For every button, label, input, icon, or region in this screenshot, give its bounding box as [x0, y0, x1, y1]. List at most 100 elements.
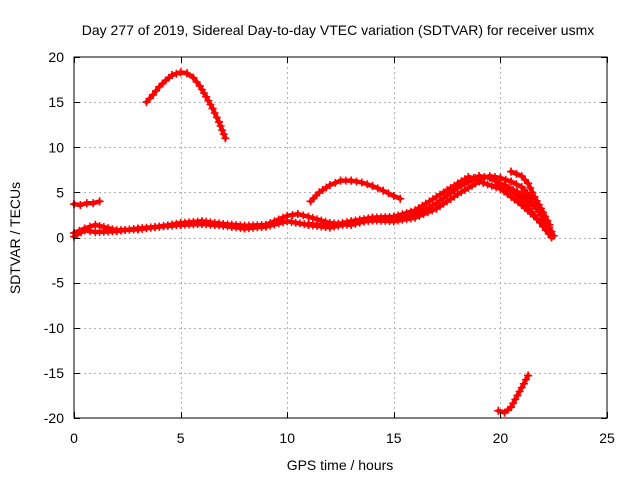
- series-baseline-c: [304, 172, 548, 230]
- data-point: [517, 190, 526, 199]
- series-arc-high: [142, 68, 230, 143]
- data-point: [336, 176, 345, 185]
- data-point-marker: [384, 189, 393, 198]
- data-point: [168, 71, 177, 80]
- data-point-marker: [479, 178, 488, 187]
- data-point: [306, 197, 315, 206]
- data-point-marker: [342, 218, 351, 227]
- data-point-marker: [210, 108, 219, 117]
- data-point: [202, 92, 211, 101]
- data-point-marker: [352, 177, 361, 186]
- data-point: [197, 219, 206, 228]
- data-point: [208, 104, 217, 113]
- data-point-marker: [528, 188, 537, 197]
- data-point-marker: [497, 182, 506, 191]
- data-point: [176, 220, 185, 229]
- data-point: [219, 221, 228, 230]
- data-point: [411, 213, 420, 222]
- y-tick-label: -15: [44, 365, 64, 381]
- data-point: [91, 220, 100, 229]
- data-point: [95, 197, 104, 206]
- data-point-marker: [402, 208, 411, 217]
- data-point-marker: [512, 169, 521, 178]
- data-point-marker: [278, 218, 287, 227]
- data-point: [475, 174, 484, 183]
- data-point-marker: [192, 77, 201, 86]
- data-point: [357, 178, 366, 187]
- grid: [74, 57, 607, 418]
- data-point-marker: [212, 113, 221, 122]
- data-point-marker: [521, 375, 530, 384]
- data-point: [76, 201, 85, 210]
- data-point: [176, 68, 185, 77]
- series-late-a: [507, 167, 554, 229]
- data-point: [182, 69, 191, 78]
- x-tick-label: 25: [599, 430, 615, 446]
- data-point-marker: [299, 211, 308, 220]
- y-tick-label: 15: [48, 94, 64, 110]
- data-point-marker: [415, 211, 424, 220]
- data-point-marker: [501, 175, 510, 184]
- data-point: [214, 117, 223, 126]
- data-point: [547, 233, 556, 242]
- y-tick-label: 5: [56, 184, 64, 200]
- data-point: [494, 406, 503, 415]
- data-point-marker: [363, 180, 372, 189]
- data-point: [89, 199, 98, 208]
- data-point: [325, 181, 334, 190]
- x-tick-label: 5: [177, 430, 185, 446]
- data-point-marker: [172, 69, 181, 78]
- data-point: [80, 226, 89, 235]
- data-point-marker: [331, 178, 340, 187]
- data-point: [389, 212, 398, 221]
- data-point-marker: [330, 220, 339, 229]
- y-tick-label: 20: [48, 49, 64, 65]
- series-arc-low: [494, 371, 533, 417]
- data-layer: [70, 68, 558, 417]
- data-point: [432, 192, 441, 201]
- data-point-marker: [338, 219, 347, 228]
- data-point-marker: [541, 212, 550, 221]
- data-point: [521, 201, 530, 210]
- data-point: [492, 181, 501, 190]
- data-point-marker: [469, 173, 478, 182]
- data-point-marker: [274, 219, 283, 228]
- data-point: [133, 224, 142, 233]
- data-point: [453, 190, 462, 199]
- data-point: [432, 204, 441, 213]
- data-point: [155, 222, 164, 231]
- data-point: [507, 177, 516, 186]
- series-late-b: [492, 181, 556, 242]
- data-point: [513, 391, 522, 400]
- data-point-marker: [491, 173, 500, 182]
- data-point-marker: [152, 86, 161, 95]
- data-point: [195, 81, 204, 90]
- data-point-marker: [270, 220, 279, 229]
- x-tick-label: 10: [279, 430, 295, 446]
- data-point-marker: [423, 208, 432, 217]
- data-point: [304, 212, 313, 221]
- data-point: [261, 222, 270, 231]
- x-tick-label: 20: [493, 430, 509, 446]
- x-axis-label: GPS time / hours: [287, 457, 394, 473]
- data-point: [513, 191, 522, 200]
- data-point: [389, 191, 398, 200]
- data-point-marker: [218, 126, 227, 135]
- y-tick-label: -10: [44, 320, 64, 336]
- data-point: [485, 172, 494, 181]
- y-tick-label: 10: [48, 139, 64, 155]
- data-point-marker: [512, 180, 521, 189]
- series-trace: [508, 169, 552, 228]
- y-tick-label: -20: [44, 410, 64, 426]
- data-point: [148, 90, 157, 99]
- data-point-marker: [216, 122, 225, 131]
- data-point: [530, 192, 539, 201]
- data-point-marker: [334, 219, 343, 228]
- data-point-marker: [428, 206, 437, 215]
- data-point: [539, 222, 548, 231]
- data-point-marker: [288, 210, 297, 219]
- data-point: [161, 76, 170, 85]
- data-point: [189, 73, 198, 82]
- x-tick-label: 15: [386, 430, 402, 446]
- y-tick-label: 0: [56, 230, 64, 246]
